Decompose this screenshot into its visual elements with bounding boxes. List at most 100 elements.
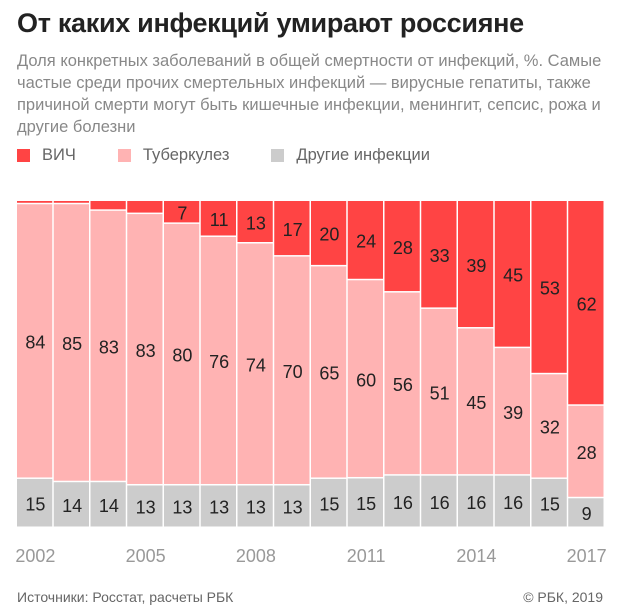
data-label: 83: [99, 338, 119, 358]
legend-swatch: [17, 149, 30, 162]
data-label: 11: [210, 210, 229, 230]
legend-label: Туберкулез: [142, 146, 230, 164]
bar-hiv: [458, 201, 494, 328]
bar-hiv: [237, 201, 273, 243]
data-label: 20: [319, 225, 339, 245]
x-tick-label: 2014: [456, 546, 496, 566]
bar-hiv: [421, 201, 457, 308]
data-label: 83: [136, 341, 156, 361]
source-note: Источники: Росстат, расчеты РБК: [17, 589, 234, 605]
data-label: 13: [209, 498, 229, 518]
data-label: 84: [25, 333, 45, 353]
bar-other: [237, 485, 273, 527]
data-label: 33: [430, 246, 450, 266]
bar-other: [90, 482, 126, 527]
data-label: 15: [356, 494, 376, 514]
bar-tb: [568, 405, 604, 497]
data-label: 17: [283, 220, 303, 240]
data-label: 13: [246, 498, 266, 518]
bar-hiv: [53, 201, 89, 203]
data-label: 53: [540, 279, 560, 299]
data-label: 13: [246, 213, 266, 233]
data-label: 32: [540, 418, 560, 438]
bar-other: [458, 475, 494, 527]
legend-label: ВИЧ: [42, 146, 76, 164]
copyright: © РБК, 2019: [523, 589, 603, 605]
x-tick-label: 2011: [347, 546, 386, 566]
bar-other: [347, 478, 383, 527]
data-label: 56: [393, 375, 413, 395]
data-label: 13: [283, 498, 303, 518]
data-label: 70: [283, 362, 303, 382]
data-label: 28: [577, 443, 597, 463]
chart-subtitle: Доля конкретных заболеваний в общей смер…: [17, 52, 602, 136]
data-label: 74: [246, 356, 266, 376]
x-tick-label: 2005: [126, 546, 166, 566]
bar-tb: [200, 236, 236, 484]
data-label: 16: [503, 493, 523, 513]
data-label: 24: [356, 232, 376, 252]
bar-other: [311, 478, 347, 527]
data-label: 9: [582, 504, 592, 524]
bar-hiv: [17, 201, 53, 203]
bar-hiv: [347, 201, 383, 279]
data-label: 16: [430, 493, 450, 513]
data-label: 45: [503, 266, 523, 286]
data-label: 7: [177, 203, 187, 223]
bar-tb: [53, 204, 89, 481]
bar-tb: [127, 214, 163, 484]
bar-other: [568, 498, 604, 527]
data-label: 39: [466, 256, 486, 276]
bar-other: [274, 485, 310, 527]
bar-tb: [237, 243, 273, 484]
data-label: 45: [466, 393, 486, 413]
bar-other: [164, 485, 200, 527]
data-label: 15: [540, 494, 560, 514]
legend-label: Другие инфекции: [296, 146, 430, 164]
bar-tb: [311, 266, 347, 478]
bar-other: [384, 475, 420, 527]
bar-tb: [164, 223, 200, 484]
bar-tb: [384, 292, 420, 475]
bar-hiv: [384, 201, 420, 292]
data-label: 76: [209, 352, 229, 372]
data-label: 85: [62, 334, 82, 354]
data-label: 16: [393, 493, 413, 513]
bar-tb: [17, 204, 53, 478]
data-label: 65: [319, 364, 339, 384]
bar-hiv: [494, 201, 530, 347]
bar-other: [127, 485, 163, 527]
bar-hiv: [274, 201, 310, 256]
bar-tb: [347, 280, 383, 477]
legend: ВИЧ Туберкулез Другие инфекции: [17, 146, 472, 165]
data-label: 13: [136, 498, 156, 518]
data-label: 15: [25, 494, 45, 514]
bar-hiv: [568, 201, 604, 405]
data-label: 80: [172, 346, 192, 366]
bar-other: [494, 475, 530, 527]
data-label: 60: [356, 370, 376, 390]
bar-hiv: [127, 201, 163, 213]
bar-hiv: [90, 201, 126, 210]
bar-hiv: [164, 201, 200, 223]
bar-tb: [531, 374, 567, 478]
data-label: 13: [172, 498, 192, 518]
x-tick-label: 2017: [567, 546, 607, 566]
x-tick-label: 2008: [236, 546, 276, 566]
stacked-bar-chart: 84 15 2002 85 14 83 14 83 13 2005 7 80 13 11 76 13 13 74 1…: [15, 201, 607, 566]
data-label: 16: [466, 493, 486, 513]
bar-other: [421, 475, 457, 527]
data-label: 62: [577, 294, 597, 314]
bar-tb: [421, 308, 457, 475]
bar-hiv: [200, 201, 236, 236]
data-label: 14: [62, 496, 82, 516]
legend-swatch: [117, 149, 131, 162]
bar-tb: [90, 210, 126, 481]
legend-item-other: Другие инфекции: [271, 146, 430, 165]
bar-tb: [458, 328, 494, 475]
legend-item-hiv: ВИЧ: [17, 146, 76, 165]
bar-other: [531, 478, 567, 527]
bar-other: [17, 478, 53, 527]
bar-tb: [274, 256, 310, 484]
